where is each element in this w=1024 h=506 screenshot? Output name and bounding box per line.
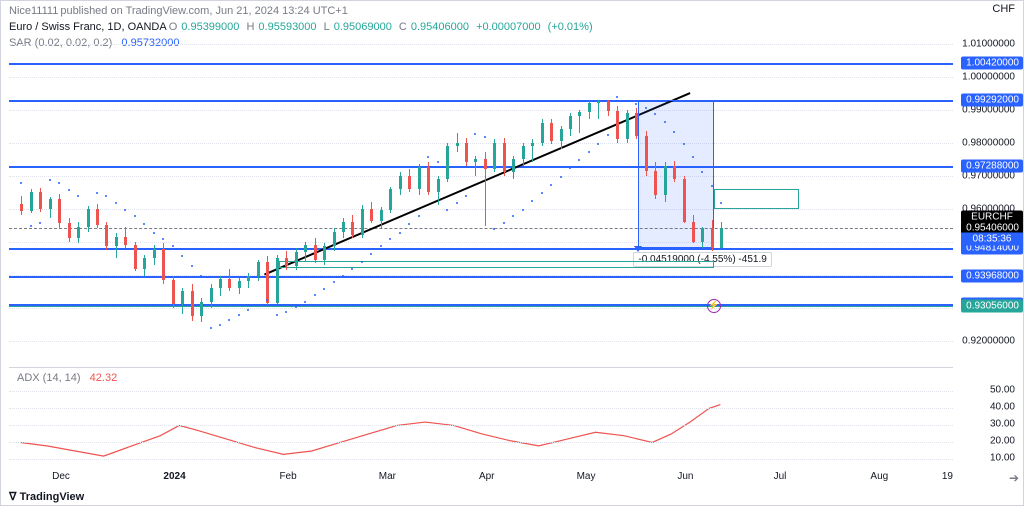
x-tick: May (577, 471, 596, 482)
x-tick: Jun (677, 471, 693, 482)
adx-panel[interactable]: ADX (14, 14) 42.32 (9, 367, 953, 467)
currency-badge: CHF (992, 3, 1015, 15)
horizontal-line[interactable] (9, 100, 953, 102)
published-text: published on TradingView.com, Jun 21, 20… (60, 5, 348, 17)
x-tick: Jul (774, 471, 787, 482)
horizontal-line[interactable] (9, 306, 953, 307)
x-tick: Feb (279, 471, 296, 482)
x-tick: Dec (52, 471, 70, 482)
x-tick: Mar (379, 471, 396, 482)
price-level-label: 0.97288000 (961, 160, 1023, 173)
price-level-label: 0.99292000 (961, 93, 1023, 106)
chart-header: Nice11111 published on TradingView.com, … (1, 1, 1023, 21)
bolt-icon[interactable]: ⚡ (707, 299, 721, 313)
adx-label: ADX (14, 14) (17, 372, 81, 384)
chart-container: Nice11111 published on TradingView.com, … (0, 0, 1024, 506)
countdown-badge: 08:35:36 (961, 233, 1023, 246)
ohlc-values: O0.95399000 H0.95593000 L0.95069000 C0.9… (169, 21, 597, 33)
price-level-label: 1.00420000 (961, 56, 1023, 69)
adx-label-row: ADX (14, 14) 42.32 (9, 368, 953, 388)
rectangle-drawing[interactable] (279, 261, 714, 268)
time-x-axis[interactable]: Dec2024FebMarAprMayJunJulAug19 (9, 469, 953, 487)
horizontal-line[interactable] (9, 248, 953, 250)
x-tick: Aug (870, 471, 888, 482)
tradingview-logo: ᐁ TradingView (9, 490, 84, 503)
horizontal-line[interactable] (9, 276, 953, 278)
adx-value: 42.32 (90, 372, 118, 384)
horizontal-line[interactable] (9, 63, 953, 65)
x-tick: Apr (479, 471, 495, 482)
symbol-title: Euro / Swiss Franc, 1D, OANDA (9, 21, 167, 33)
horizontal-line[interactable] (9, 166, 953, 168)
adx-y-axis[interactable]: 10.0020.0030.0040.0050.00 (953, 367, 1023, 467)
price-level-label: 0.93968000 (961, 269, 1023, 282)
price-level-label: 0.93056000 (961, 299, 1023, 312)
scroll-right-icon[interactable]: ➔ (1009, 471, 1019, 485)
x-tick: 2024 (163, 471, 185, 482)
watermark-user: Nice11111 (9, 5, 58, 17)
symbol-row: Euro / Swiss Franc, 1D, OANDA O0.9539900… (1, 21, 1023, 37)
rectangle-drawing[interactable] (714, 189, 799, 209)
price-y-axis[interactable]: 0.920000000.930000000.940000000.95000000… (953, 37, 1023, 357)
price-chart-area[interactable]: -0.04519000 (-4.55%) -451.9⚡ (9, 37, 953, 357)
